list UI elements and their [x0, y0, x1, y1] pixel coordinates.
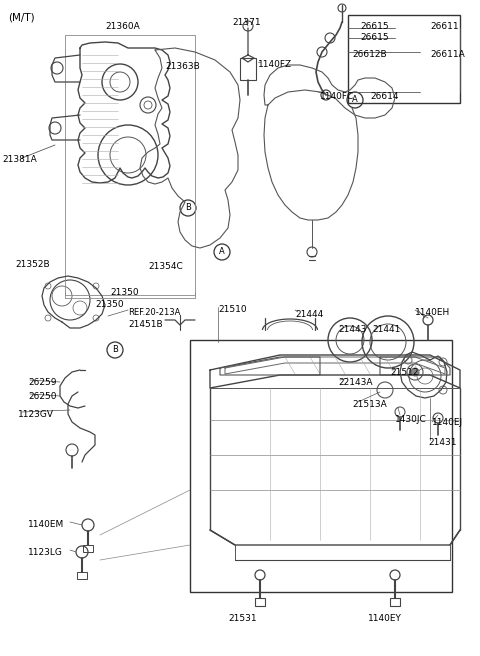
- Bar: [348, 15, 460, 103]
- Text: 21512: 21512: [390, 368, 419, 377]
- Text: 1430JC: 1430JC: [395, 415, 427, 424]
- Text: 21354C: 21354C: [148, 262, 183, 271]
- Bar: [255, 598, 265, 606]
- Text: 22143A: 22143A: [338, 378, 372, 387]
- Bar: [190, 340, 452, 592]
- Text: 21350: 21350: [96, 300, 124, 309]
- Text: 21513A: 21513A: [352, 400, 387, 409]
- Text: 26614: 26614: [370, 92, 398, 101]
- Text: 26611A: 26611A: [430, 50, 465, 59]
- Text: 21381A: 21381A: [2, 155, 37, 164]
- Text: 26615: 26615: [360, 33, 389, 42]
- Text: 21352B: 21352B: [15, 260, 49, 269]
- Bar: [77, 572, 87, 579]
- Text: 1140EM: 1140EM: [28, 520, 64, 529]
- Bar: [240, 58, 256, 80]
- Text: 26615: 26615: [360, 22, 389, 31]
- Text: 21431: 21431: [428, 438, 456, 447]
- Text: 21441: 21441: [372, 325, 400, 334]
- Text: 1123LG: 1123LG: [28, 548, 63, 557]
- Text: 21443: 21443: [338, 325, 366, 334]
- Text: 26259: 26259: [28, 378, 57, 387]
- Text: 1140FC: 1140FC: [320, 92, 354, 101]
- Text: 1140EH: 1140EH: [415, 308, 450, 317]
- Text: 26250: 26250: [28, 392, 57, 401]
- Text: 1140EY: 1140EY: [368, 614, 402, 623]
- Text: 1140FZ: 1140FZ: [258, 60, 292, 69]
- Bar: [390, 598, 400, 606]
- Bar: [83, 545, 93, 552]
- Text: 21360A: 21360A: [105, 22, 140, 31]
- Text: A: A: [352, 96, 358, 104]
- Text: 26611: 26611: [430, 22, 458, 31]
- Text: 26612B: 26612B: [352, 50, 386, 59]
- Text: 21451B: 21451B: [128, 320, 163, 329]
- Text: 21350: 21350: [110, 288, 139, 297]
- Text: 21531: 21531: [228, 614, 257, 623]
- Text: 21510: 21510: [218, 305, 247, 314]
- Text: 21444: 21444: [295, 310, 323, 319]
- Text: 1140EJ: 1140EJ: [432, 418, 463, 427]
- Text: 1123GV: 1123GV: [18, 410, 54, 419]
- Text: (M/T): (M/T): [8, 12, 35, 22]
- Circle shape: [411, 368, 419, 376]
- Text: B: B: [112, 346, 118, 354]
- Text: A: A: [219, 247, 225, 256]
- Text: B: B: [185, 203, 191, 213]
- Text: 21363B: 21363B: [165, 62, 200, 71]
- Text: REF.20-213A: REF.20-213A: [128, 308, 180, 317]
- Text: 21371: 21371: [232, 18, 261, 27]
